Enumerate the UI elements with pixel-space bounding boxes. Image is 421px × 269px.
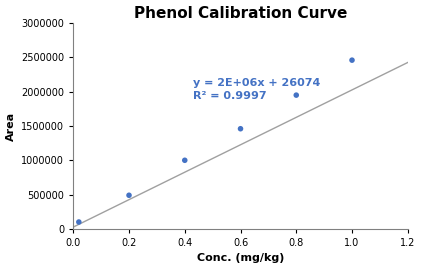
Title: Phenol Calibration Curve: Phenol Calibration Curve [134,6,347,20]
Point [237,127,244,131]
Point [75,220,82,224]
Point [125,193,132,197]
Point [349,58,355,62]
Point [181,158,188,162]
Text: y = 2E+06x + 26074
R² = 0.9997: y = 2E+06x + 26074 R² = 0.9997 [193,78,320,101]
Point [293,93,300,97]
Y-axis label: Area: Area [5,111,16,140]
X-axis label: Conc. (mg/kg): Conc. (mg/kg) [197,253,284,263]
